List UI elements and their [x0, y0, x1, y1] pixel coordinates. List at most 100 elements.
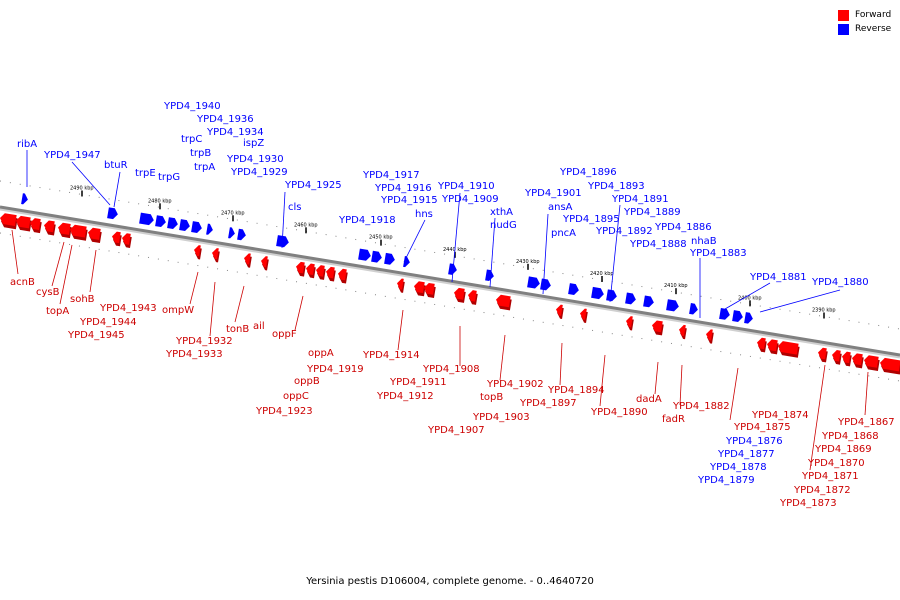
reverse-gene-label: trpA — [194, 162, 215, 173]
forward-gene-label: YPD4_1882 — [672, 401, 730, 412]
reverse-gene-label: ansA — [548, 202, 573, 213]
forward-gene — [414, 281, 425, 294]
guide-line — [0, 232, 900, 382]
reverse-gene-label: YPD4_1881 — [749, 272, 807, 283]
reverse-gene-label: YPD4_1877 — [717, 449, 775, 460]
forward-gene — [306, 263, 315, 276]
reverse-gene — [591, 286, 604, 300]
reverse-gene-label: YPD4_1879 — [697, 475, 755, 486]
tick-label: 2450 kbp — [369, 235, 393, 241]
label-leader-line — [113, 171, 121, 208]
forward-gene-label: YPD4_1933 — [165, 349, 223, 360]
forward-gene — [832, 350, 841, 362]
reverse-gene-label: ispZ — [243, 138, 264, 149]
forward-gene — [30, 218, 41, 230]
forward-gene — [757, 337, 766, 350]
label-leader-line — [209, 281, 216, 337]
forward-gene — [44, 220, 55, 233]
forward-gene-label: oppB — [294, 376, 320, 387]
reverse-gene-label: YPD4_1891 — [611, 194, 669, 205]
forward-gene-label: oppA — [308, 348, 334, 359]
label-leader-line — [864, 371, 869, 416]
forward-gene — [397, 278, 404, 290]
label-leader-line — [809, 364, 826, 471]
reverse-gene — [448, 263, 457, 275]
forward-gene — [338, 268, 347, 281]
forward-gene-label: oppC — [283, 391, 309, 402]
forward-gene-label: YPD4_1919 — [306, 364, 364, 375]
forward-gene-label: YPD4_1943 — [99, 303, 157, 314]
forward-gene-label: YPD4_1912 — [376, 391, 434, 402]
reverse-gene-label: trpC — [181, 134, 202, 145]
reverse-gene-label: YPD4_1936 — [196, 114, 254, 125]
tick-label: 2490 kbp — [70, 185, 94, 191]
label-leader-line — [724, 282, 771, 310]
reverse-gene — [689, 303, 698, 315]
reverse-gene-label: YPD4_1886 — [654, 222, 712, 233]
forward-gene-label: YPD4_1874 — [751, 410, 809, 421]
forward-gene — [454, 287, 465, 300]
reverse-gene — [744, 312, 753, 324]
reverse-gene — [191, 221, 202, 233]
label-leader-line — [281, 191, 286, 249]
legend-item-reverse: Reverse — [838, 22, 891, 36]
label-leader-line — [234, 285, 245, 323]
forward-gene — [70, 224, 87, 238]
label-leader-line — [294, 295, 304, 331]
label-leader-line — [759, 289, 841, 313]
reverse-gene-label: YPD4_1888 — [629, 239, 687, 250]
forward-gene-label: YPD4_1911 — [389, 377, 447, 388]
forward-gene — [194, 245, 201, 257]
reverse-gene-label: hns — [415, 209, 433, 220]
forward-gene — [326, 266, 335, 279]
forward-gene-label: YPD4_1902 — [486, 379, 544, 390]
forward-gene-label: YPD4_1872 — [793, 485, 851, 496]
forward-gene — [112, 231, 121, 244]
reverse-gene — [371, 250, 382, 263]
reverse-gene — [237, 228, 246, 241]
reverse-gene — [107, 207, 118, 220]
reverse-gene — [606, 289, 617, 302]
reverse-gene — [568, 283, 579, 295]
reverse-gene-label: trpB — [190, 148, 211, 159]
reverse-gene-label: YPD4_1889 — [623, 207, 681, 218]
label-leader-line — [451, 192, 461, 283]
forward-gene — [852, 353, 863, 366]
forward-gene-label: YPD4_1894 — [547, 385, 605, 396]
forward-gene — [767, 339, 778, 352]
label-leader-line — [89, 249, 97, 293]
reverse-gene — [732, 310, 743, 322]
forward-gene — [16, 215, 31, 229]
reverse-gene — [179, 219, 190, 232]
genome-backbone — [0, 205, 900, 357]
reverse-gene-label: nudG — [490, 220, 517, 231]
reverse-gene — [666, 299, 679, 312]
reverse-gene-label: YPD4_1916 — [374, 183, 432, 194]
label-leader-line — [559, 342, 563, 386]
forward-gene-label: acnB — [10, 277, 35, 288]
reverse-gene — [485, 269, 494, 281]
reverse-gene — [228, 227, 235, 239]
forward-gene — [818, 347, 827, 360]
reverse-gene-label: ribA — [17, 139, 37, 150]
forward-gene — [424, 282, 435, 295]
reverse-gene-label: trpG — [158, 172, 180, 183]
forward-gene — [88, 227, 101, 240]
legend-label-forward: Forward — [855, 10, 892, 20]
tick-label: 2390 kbp — [812, 308, 836, 314]
reverse-gene-label: YPD4_1915 — [380, 195, 438, 206]
forward-gene-label: YPD4_1945 — [67, 330, 125, 341]
label-leader-line — [403, 219, 426, 263]
label-leader-line — [397, 309, 404, 351]
forward-gene — [212, 248, 219, 260]
forward-gene-label: YPD4_1868 — [821, 431, 879, 442]
reverse-gene-label: YPD4_1876 — [725, 436, 783, 447]
reverse-gene — [167, 217, 178, 230]
forward-gene — [296, 261, 305, 274]
forward-gene-label: topA — [46, 306, 69, 317]
backbone-shadow — [0, 207, 900, 359]
forward-gene — [842, 351, 851, 364]
forward-gene-label: YPD4_1873 — [779, 498, 837, 509]
